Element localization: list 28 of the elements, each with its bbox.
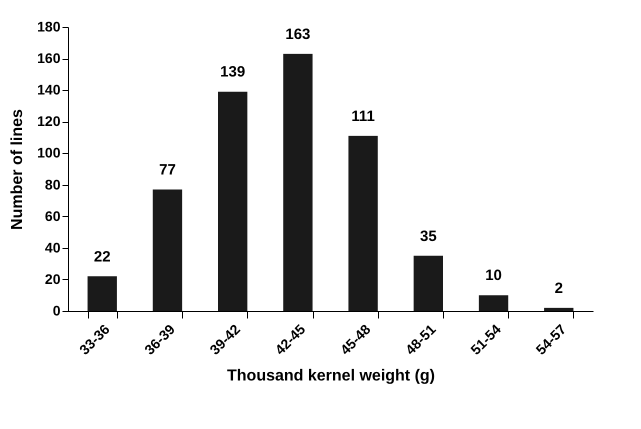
y-axis-title: Number of lines xyxy=(9,108,26,230)
data-label: 163 xyxy=(285,26,310,43)
y-tick-label: 100 xyxy=(37,144,61,161)
bar xyxy=(283,54,313,311)
y-tick-label: 180 xyxy=(37,18,61,34)
data-label: 111 xyxy=(351,108,375,125)
data-label: 2 xyxy=(554,280,563,297)
bar xyxy=(348,136,378,311)
y-tick-label: 0 xyxy=(52,302,61,318)
y-tick-label: 140 xyxy=(37,82,61,98)
data-label: 77 xyxy=(159,162,176,179)
x-axis-title: Thousand kernel weight (g) xyxy=(226,368,436,385)
bar xyxy=(88,276,117,311)
data-label: 22 xyxy=(94,248,111,266)
bar xyxy=(414,256,443,311)
bar xyxy=(152,190,182,311)
data-label: 10 xyxy=(485,267,502,284)
data-label: 35 xyxy=(420,228,437,245)
y-tick-label: 160 xyxy=(37,50,61,66)
y-tick-label: 40 xyxy=(44,239,61,256)
y-tick-label: 120 xyxy=(37,113,61,130)
bar xyxy=(544,308,574,311)
data-label: 139 xyxy=(220,64,246,81)
y-tick-label: 20 xyxy=(44,270,61,287)
bar xyxy=(478,295,508,311)
y-tick-label: 60 xyxy=(44,208,61,224)
bar xyxy=(218,92,248,311)
y-tick-label: 80 xyxy=(44,176,61,192)
